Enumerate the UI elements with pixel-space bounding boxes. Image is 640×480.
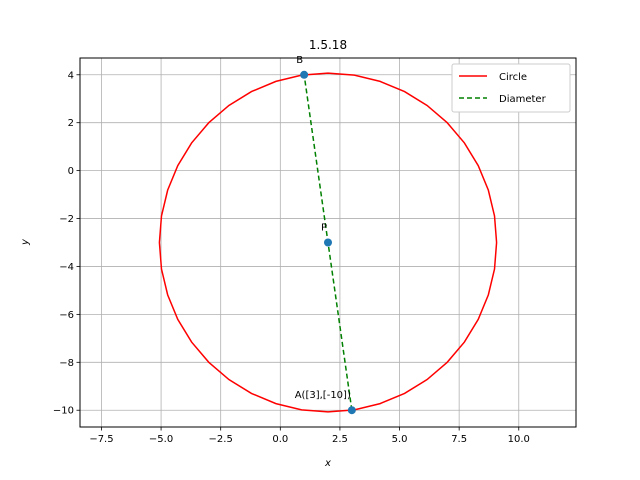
x-tick-label: −5.0: [149, 434, 173, 445]
y-axis-label: y: [20, 238, 31, 246]
legend-circle-label: Circle: [499, 72, 527, 83]
ticks: −7.5 −5.0 −2.5 0.0 2.5 5.0 7.5 10.0 −10 −8 −6 −4 −2 0…: [53, 70, 530, 445]
x-tick-label: 0.0: [272, 434, 288, 445]
point-marker: [324, 238, 332, 247]
y-tick-label: 0: [68, 166, 74, 177]
legend-diameter-label: Diameter: [499, 94, 547, 105]
plot-frame: [79, 57, 577, 428]
y-tick-label: −6: [59, 310, 74, 321]
point-label: A([3],[-10]): [295, 390, 351, 401]
legend: Circle Diameter: [451, 63, 571, 113]
data-points: B P A([3],[-10]): [295, 55, 356, 415]
point-label: B: [296, 55, 303, 66]
x-tick-label: 5.0: [392, 434, 408, 445]
chart-title: 1.5.18: [309, 38, 347, 52]
y-tick-label: −10: [53, 406, 74, 417]
y-tick-label: −4: [59, 262, 74, 273]
point-label: P: [321, 223, 327, 234]
point-marker: [347, 406, 356, 415]
x-tick-label: 2.5: [332, 434, 348, 445]
circle-series-line: [158, 72, 498, 413]
point-marker: [300, 70, 309, 79]
x-tick-label: 7.5: [451, 434, 467, 445]
x-tick-label: 10.0: [508, 434, 530, 445]
grid: [80, 58, 576, 427]
y-tick-label: −2: [59, 214, 74, 225]
y-tick-label: 2: [68, 118, 74, 129]
x-tick-label: −7.5: [89, 434, 113, 445]
x-axis-label: x: [324, 458, 331, 469]
y-tick-label: −8: [59, 358, 74, 369]
x-tick-label: −2.5: [209, 434, 233, 445]
y-tick-label: 4: [68, 70, 74, 81]
